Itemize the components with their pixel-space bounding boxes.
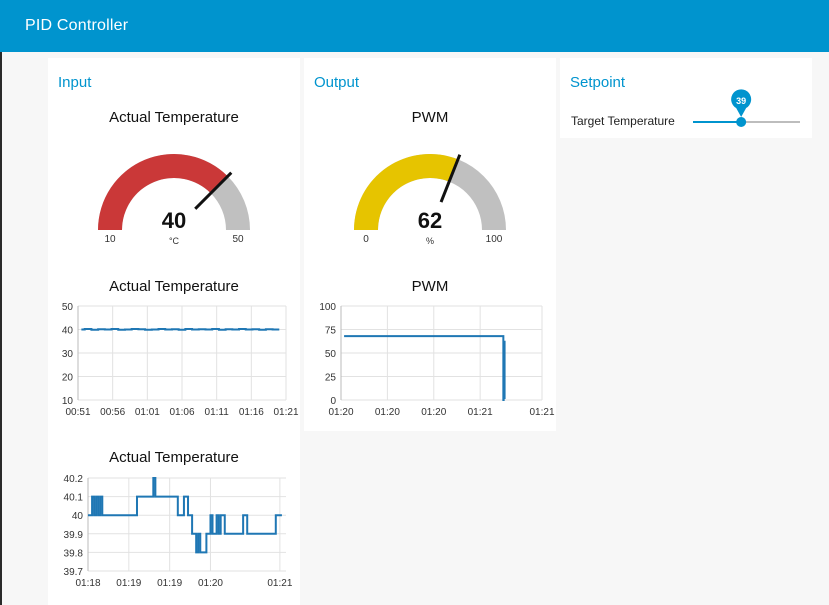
temp_long-xtick-label: 01:21 bbox=[273, 407, 298, 418]
input-group-title: Input bbox=[58, 74, 92, 91]
pwm-gauge-max: 100 bbox=[486, 234, 503, 245]
temp_long-xtick-label: 00:56 bbox=[100, 407, 125, 418]
temp_short-xtick-label: 01:21 bbox=[267, 578, 292, 589]
pwm-ytick-label: 0 bbox=[330, 396, 336, 407]
temp_short-ytick-label: 40 bbox=[72, 511, 84, 522]
temperature-gauge-value: 40 bbox=[162, 208, 186, 233]
temperature-chart-short: 39.7 39.8 39.9 40 40.1 40.2 01:18 01:19 01:19 01:… bbox=[64, 474, 293, 589]
temp_short-series-line bbox=[88, 477, 282, 554]
target-temperature-label: Target Temperature bbox=[571, 114, 675, 128]
pwm-series-line bbox=[344, 335, 506, 401]
pwm-gauge-fill bbox=[354, 153, 458, 230]
temp_long-xtick-label: 00:51 bbox=[65, 407, 90, 418]
output-group-title: Output bbox=[314, 74, 360, 91]
temp_short-xtick-label: 01:19 bbox=[116, 578, 141, 589]
pwm-ytick-label: 75 bbox=[325, 326, 337, 337]
input-group: Input Actual Temperature 40 °C 10 50 Actual… bbox=[48, 58, 300, 605]
temp_long-ytick-label: 50 bbox=[62, 302, 74, 313]
temperature-gauge-needle bbox=[194, 171, 233, 210]
temp_long-ytick-label: 40 bbox=[62, 326, 74, 337]
temperature-chart-long: 10 20 30 40 50 00:51 00:56 01:01 01:06 01:11 01:16… bbox=[62, 302, 299, 418]
temperature-gauge: 40 °C 10 50 bbox=[98, 154, 250, 246]
pwm-chart: 0 25 50 75 100 01:20 01:20 01:20 01:21 01:21 bbox=[319, 302, 555, 418]
pwm-gauge: 62% 0 100 bbox=[354, 153, 506, 246]
slider-thumb bbox=[736, 117, 747, 127]
temp_short-ytick-label: 39.7 bbox=[64, 567, 84, 578]
slider-value: 39 bbox=[736, 96, 746, 106]
temperature-gauge-title: Actual Temperature bbox=[109, 109, 239, 126]
temp_long-ytick-label: 30 bbox=[62, 349, 74, 360]
output-group: Output PWM 62% 0 100 PWM 0 25 50 75 100 01:20 01… bbox=[304, 58, 556, 431]
temperature-chart-short-title: Actual Temperature bbox=[109, 449, 239, 466]
pwm-gauge-unit: % bbox=[426, 236, 434, 246]
temp_long-ytick-label: 10 bbox=[62, 396, 74, 407]
temp_long-xtick-label: 01:06 bbox=[169, 407, 194, 418]
pwm-gauge-min: 0 bbox=[363, 234, 369, 245]
temperature-gauge-min: 10 bbox=[104, 234, 116, 245]
temp_short-xtick-label: 01:18 bbox=[75, 578, 100, 589]
target-temperature-slider[interactable]: 39 bbox=[688, 88, 808, 138]
temp_long-series-line bbox=[81, 328, 280, 331]
pwm-gauge-title: PWM bbox=[411, 109, 449, 126]
temp_long-xtick-label: 01:11 bbox=[205, 407, 230, 418]
temp_short-ytick-label: 39.8 bbox=[64, 548, 84, 559]
temp_long-ytick-label: 20 bbox=[62, 373, 74, 384]
pwm-xtick-label: 01:21 bbox=[529, 407, 554, 418]
pwm-chart-title: PWM bbox=[411, 278, 449, 295]
temperature-gauge-fill bbox=[98, 154, 228, 230]
pwm-ytick-label: 50 bbox=[325, 349, 337, 360]
slider-value-bubble bbox=[731, 89, 752, 117]
app-header: PID Controller bbox=[0, 0, 829, 52]
temp_short-ytick-label: 39.9 bbox=[64, 530, 84, 541]
temp_short-xtick-label: 01:20 bbox=[198, 578, 223, 589]
pwm-gauge-needle bbox=[439, 154, 462, 203]
pwm-xtick-label: 01:20 bbox=[421, 407, 446, 418]
pwm-xtick-label: 01:20 bbox=[328, 407, 353, 418]
pwm-ytick-label: 25 bbox=[325, 373, 337, 384]
app-title: PID Controller bbox=[25, 17, 129, 34]
setpoint-group-title: Setpoint bbox=[570, 74, 626, 91]
temp_short-ytick-label: 40.2 bbox=[64, 474, 84, 485]
temperature-gauge-unit: °C bbox=[169, 236, 180, 246]
temp_short-xtick-label: 01:19 bbox=[157, 578, 182, 589]
pwm-xtick-label: 01:20 bbox=[375, 407, 400, 418]
temp_long-xtick-label: 01:01 bbox=[135, 407, 160, 418]
pwm-xtick-label: 01:21 bbox=[468, 407, 493, 418]
pwm-ytick-label: 100 bbox=[319, 302, 336, 313]
setpoint-group: Setpoint Target Temperature 39 bbox=[560, 58, 812, 138]
temperature-gauge-max: 50 bbox=[232, 234, 244, 245]
temperature-chart-title: Actual Temperature bbox=[109, 278, 239, 295]
pwm-gauge-value: 62 bbox=[418, 208, 442, 233]
temp_long-xtick-label: 01:16 bbox=[239, 407, 264, 418]
window-edge bbox=[0, 52, 2, 605]
temp_short-ytick-label: 40.1 bbox=[64, 493, 84, 504]
